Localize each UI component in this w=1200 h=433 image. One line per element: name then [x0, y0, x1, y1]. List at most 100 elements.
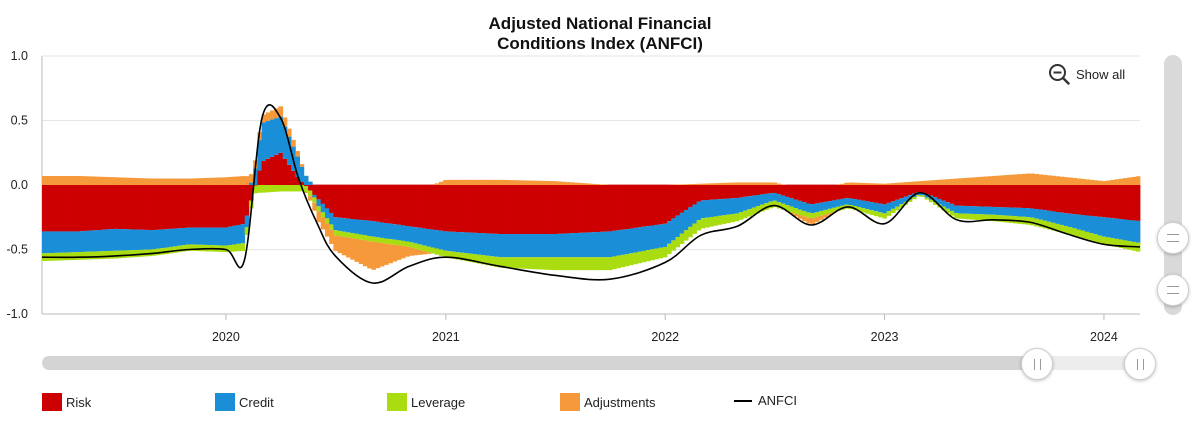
legend-swatch-credit [215, 393, 235, 411]
bar-risk [46, 185, 51, 232]
bar-risk [172, 185, 178, 229]
bar-adjustments [1106, 180, 1111, 185]
bar-risk [747, 185, 752, 197]
bar-leverage [1055, 223, 1061, 232]
bar-risk [586, 185, 592, 233]
bar-leverage [122, 250, 127, 258]
bar-credit [396, 224, 402, 241]
bar-leverage [396, 240, 402, 246]
bar-risk [84, 185, 89, 231]
bar-leverage [734, 213, 740, 222]
show-all-button[interactable]: Show all [1048, 61, 1125, 87]
bar-leverage [1000, 215, 1006, 223]
bar-credit [1123, 219, 1128, 241]
bar-risk [781, 185, 786, 196]
grip-icon [1033, 358, 1041, 370]
bar-credit [586, 232, 592, 258]
bar-leverage [1123, 240, 1128, 249]
bar-credit [759, 194, 765, 205]
bar-credit [612, 230, 617, 257]
bar-risk [160, 185, 165, 230]
bar-risk [105, 185, 110, 230]
x-tick-label: 2023 [871, 330, 899, 344]
bar-adjustments [683, 184, 689, 185]
bar-leverage [417, 244, 423, 250]
bar-credit [282, 126, 288, 159]
vertical-scroll-handle-top[interactable] [1157, 222, 1189, 254]
bar-risk [979, 185, 985, 207]
bar-leverage [705, 217, 710, 228]
legend-item-anfci[interactable]: ANFCI [734, 393, 797, 408]
bar-adjustments [278, 106, 284, 117]
bar-adjustments [54, 175, 60, 185]
bar-credit [151, 230, 157, 250]
legend-item-credit[interactable]: Credit [215, 393, 274, 411]
bar-adjustments [160, 178, 165, 185]
bar-leverage [303, 186, 309, 193]
horizontal-scroll-handle-left[interactable] [1021, 348, 1053, 380]
bar-risk [620, 185, 626, 230]
bar-credit [194, 227, 199, 245]
bar-leverage [886, 211, 892, 216]
bar-risk [422, 185, 427, 229]
bar-adjustments [705, 183, 710, 185]
bar-leverage [882, 213, 888, 219]
bar-adjustments [396, 245, 402, 260]
bar-leverage [692, 223, 697, 234]
bar-credit [417, 227, 423, 245]
horizontal-scroll-handle-right[interactable] [1124, 348, 1156, 380]
bar-risk [481, 185, 486, 234]
legend-item-adjustments[interactable]: Adjustments [560, 393, 656, 411]
legend-item-leverage[interactable]: Leverage [387, 393, 465, 411]
bar-leverage [675, 237, 681, 248]
bar-leverage [616, 255, 621, 269]
bar-adjustments [358, 239, 364, 265]
bar-risk [367, 185, 372, 221]
bar-credit [802, 202, 807, 211]
bar-credit [80, 231, 85, 252]
bar-adjustments [928, 180, 934, 185]
legend-item-risk[interactable]: Risk [42, 393, 91, 411]
bar-adjustments [797, 215, 803, 219]
bar-leverage [109, 250, 115, 259]
bar-risk [709, 185, 714, 200]
bar-adjustments [312, 202, 317, 211]
bar-leverage [232, 244, 237, 252]
bar-adjustments [1097, 180, 1103, 185]
bar-credit [679, 212, 685, 234]
bar-leverage [1118, 239, 1124, 248]
bar-leverage [1097, 235, 1103, 244]
bar-adjustments [772, 182, 778, 185]
bar-leverage [498, 257, 503, 268]
bar-risk [130, 185, 136, 230]
bar-adjustments [540, 180, 545, 185]
bar-risk [498, 185, 503, 235]
bar-adjustments [367, 241, 372, 269]
bar-risk [426, 185, 431, 229]
bar-leverage [346, 232, 351, 238]
horizontal-scrollbar-track[interactable] [42, 356, 1140, 370]
bar-leverage [645, 250, 651, 262]
bar-credit [464, 232, 469, 254]
bar-risk [215, 185, 220, 228]
bar-risk [1059, 185, 1065, 213]
bar-adjustments [227, 176, 233, 185]
bar-leverage [371, 236, 377, 242]
bar-adjustments [392, 244, 398, 262]
bar-leverage [261, 185, 267, 193]
bar-credit [409, 226, 415, 243]
bar-adjustments [303, 192, 309, 194]
bar-credit [358, 219, 364, 235]
bar-risk [1135, 185, 1141, 221]
bar-leverage [557, 257, 562, 271]
bar-leverage [827, 208, 833, 214]
bar-risk [916, 185, 921, 193]
chart-title-line-2: Conditions Index (ANFCI) [497, 34, 703, 53]
bar-risk [907, 185, 913, 196]
bar-credit [506, 234, 512, 258]
vertical-scroll-handle-bottom[interactable] [1157, 274, 1189, 306]
bar-leverage [1013, 216, 1018, 224]
bar-credit [819, 202, 824, 211]
bar-adjustments [768, 182, 773, 185]
bar-leverage [802, 210, 807, 217]
